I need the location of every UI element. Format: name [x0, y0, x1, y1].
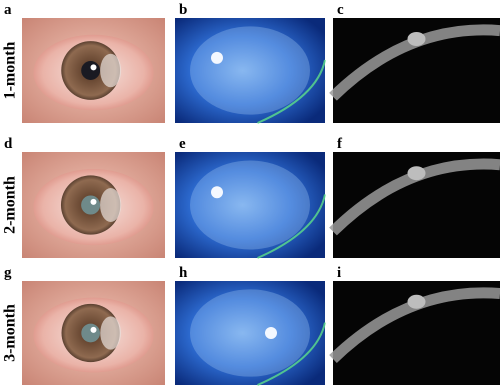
- lesion: [407, 166, 426, 181]
- cornea: [190, 289, 310, 377]
- cornea: [190, 160, 310, 250]
- panel: [329, 152, 500, 258]
- panel-letter: i: [337, 265, 341, 281]
- cornea: [190, 26, 310, 115]
- row-label: 3-month: [2, 304, 19, 362]
- panel: [175, 281, 326, 386]
- panel-letter: c: [337, 2, 344, 18]
- panel-letter: d: [4, 136, 13, 152]
- row-label: 2-month: [2, 176, 19, 234]
- tear-line: [257, 59, 326, 124]
- panel: [329, 281, 500, 385]
- pupil: [81, 195, 101, 215]
- lesion: [100, 316, 122, 350]
- panel: [175, 152, 326, 259]
- panel-letter: b: [179, 2, 187, 18]
- panel: [329, 18, 500, 123]
- panel-letter: h: [179, 265, 188, 281]
- highlight: [90, 198, 97, 205]
- highlight: [90, 326, 97, 333]
- lesion: [100, 188, 122, 222]
- reflex: [211, 186, 223, 199]
- highlight: [90, 64, 97, 71]
- panel: [22, 18, 165, 123]
- pupil: [81, 323, 100, 343]
- tear-line: [257, 194, 326, 259]
- panel: [22, 152, 165, 258]
- slit-lamp: [175, 18, 325, 123]
- panel: [22, 281, 165, 385]
- lesion: [100, 53, 122, 88]
- panel-letter: e: [179, 136, 186, 152]
- reflex: [211, 51, 223, 64]
- tear-line: [257, 322, 326, 386]
- lesion: [407, 32, 426, 46]
- panel-letter: a: [4, 2, 12, 18]
- panel-letter: g: [4, 265, 12, 281]
- panel-letter: f: [337, 136, 343, 152]
- reflex: [265, 327, 277, 339]
- slit-lamp: [175, 281, 325, 385]
- lesion: [407, 294, 426, 309]
- pupil: [81, 61, 101, 80]
- panel: [175, 18, 326, 124]
- row-label: 1-month: [2, 42, 19, 100]
- slit-lamp: [175, 152, 325, 258]
